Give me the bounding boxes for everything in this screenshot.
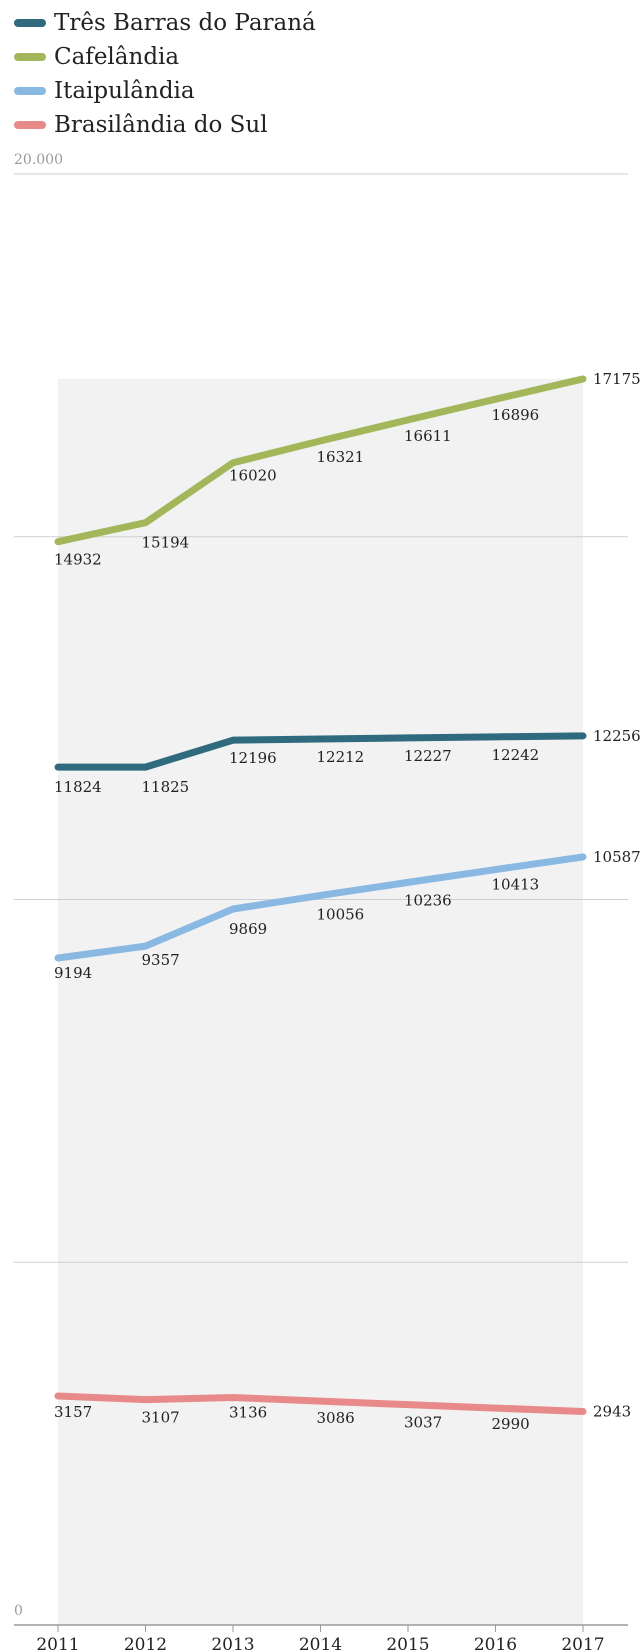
- legend-label-brasilandia: Brasilândia do Sul: [54, 112, 268, 138]
- y-tick-label: 20.000: [14, 152, 63, 168]
- data-point: [494, 398, 497, 401]
- data-point: [582, 1410, 584, 1413]
- data-point: [232, 739, 234, 742]
- legend: Três Barras do Paraná Cafelândia Itaipul…: [14, 6, 316, 142]
- legend-label-tres-barras: Três Barras do Paraná: [54, 10, 316, 36]
- data-label: 2943: [593, 1402, 631, 1420]
- legend-label-cafelandia: Cafelândia: [54, 44, 180, 70]
- x-tick-label: 2015: [386, 1635, 429, 1652]
- data-point: [319, 1400, 322, 1403]
- data-label: 12196: [229, 749, 277, 767]
- legend-swatch-cafelandia: [14, 53, 46, 61]
- data-label: 3157: [54, 1403, 92, 1421]
- y-tick-label: 0: [14, 1603, 23, 1619]
- data-label: 12242: [492, 746, 540, 764]
- data-label: 2990: [492, 1415, 530, 1433]
- data-point: [494, 1407, 497, 1410]
- legend-item-tres-barras[interactable]: Três Barras do Paraná: [14, 6, 316, 40]
- data-label: 12227: [404, 747, 452, 765]
- data-label: 12256: [593, 727, 641, 745]
- data-point: [144, 1398, 147, 1401]
- data-label: 16896: [492, 406, 540, 424]
- data-point: [582, 734, 584, 737]
- data-point: [144, 766, 147, 769]
- data-label: 9194: [54, 964, 92, 982]
- data-point: [582, 855, 584, 858]
- data-point: [407, 1403, 409, 1406]
- data-point: [407, 881, 409, 884]
- data-point: [232, 908, 234, 911]
- data-label: 11824: [54, 778, 102, 796]
- legend-swatch-tres-barras: [14, 19, 46, 27]
- data-point: [144, 945, 147, 948]
- legend-swatch-brasilandia: [14, 121, 46, 129]
- x-tick-label: 2017: [561, 1635, 604, 1652]
- data-point: [407, 418, 409, 421]
- data-point: [57, 956, 59, 959]
- x-tick-label: 2013: [211, 1635, 254, 1652]
- data-label: 3107: [142, 1409, 180, 1427]
- data-point: [57, 540, 59, 543]
- data-point: [319, 738, 322, 741]
- data-label: 10056: [317, 905, 365, 923]
- data-point: [582, 377, 584, 380]
- data-point: [319, 894, 322, 897]
- data-point: [232, 1396, 234, 1399]
- data-point: [144, 521, 147, 524]
- data-point: [494, 868, 497, 871]
- x-tick-label: 2011: [36, 1635, 79, 1652]
- x-tick-label: 2012: [124, 1635, 167, 1652]
- data-label: 3037: [404, 1414, 442, 1432]
- data-label: 9357: [142, 951, 180, 969]
- data-label: 10587: [593, 848, 641, 866]
- data-label: 10413: [492, 876, 540, 894]
- data-label: 12212: [317, 748, 365, 766]
- data-label: 11825: [142, 778, 190, 796]
- data-label: 9869: [229, 920, 267, 938]
- legend-item-itaipulandia[interactable]: Itaipulândia: [14, 74, 316, 108]
- legend-item-brasilandia[interactable]: Brasilândia do Sul: [14, 108, 316, 142]
- data-point: [407, 736, 409, 739]
- legend-swatch-itaipulandia: [14, 87, 46, 95]
- data-label: 17175: [593, 370, 641, 388]
- data-label: 16321: [317, 448, 365, 466]
- data-label: 16611: [404, 427, 452, 445]
- legend-item-cafelandia[interactable]: Cafelândia: [14, 40, 316, 74]
- data-label: 3086: [317, 1409, 355, 1427]
- legend-label-itaipulandia: Itaipulândia: [54, 78, 195, 104]
- data-label: 15194: [142, 534, 190, 552]
- data-label: 10236: [404, 891, 452, 909]
- data-label: 3136: [229, 1403, 267, 1421]
- data-label: 14932: [54, 551, 102, 569]
- data-label: 16020: [229, 467, 277, 485]
- x-tick-label: 2016: [474, 1635, 517, 1652]
- data-point: [494, 735, 497, 738]
- data-point: [319, 439, 322, 442]
- plot-area-shade: [58, 378, 583, 1625]
- data-point: [57, 766, 59, 769]
- data-point: [232, 461, 234, 464]
- data-point: [57, 1394, 59, 1397]
- x-tick-label: 2014: [299, 1635, 342, 1652]
